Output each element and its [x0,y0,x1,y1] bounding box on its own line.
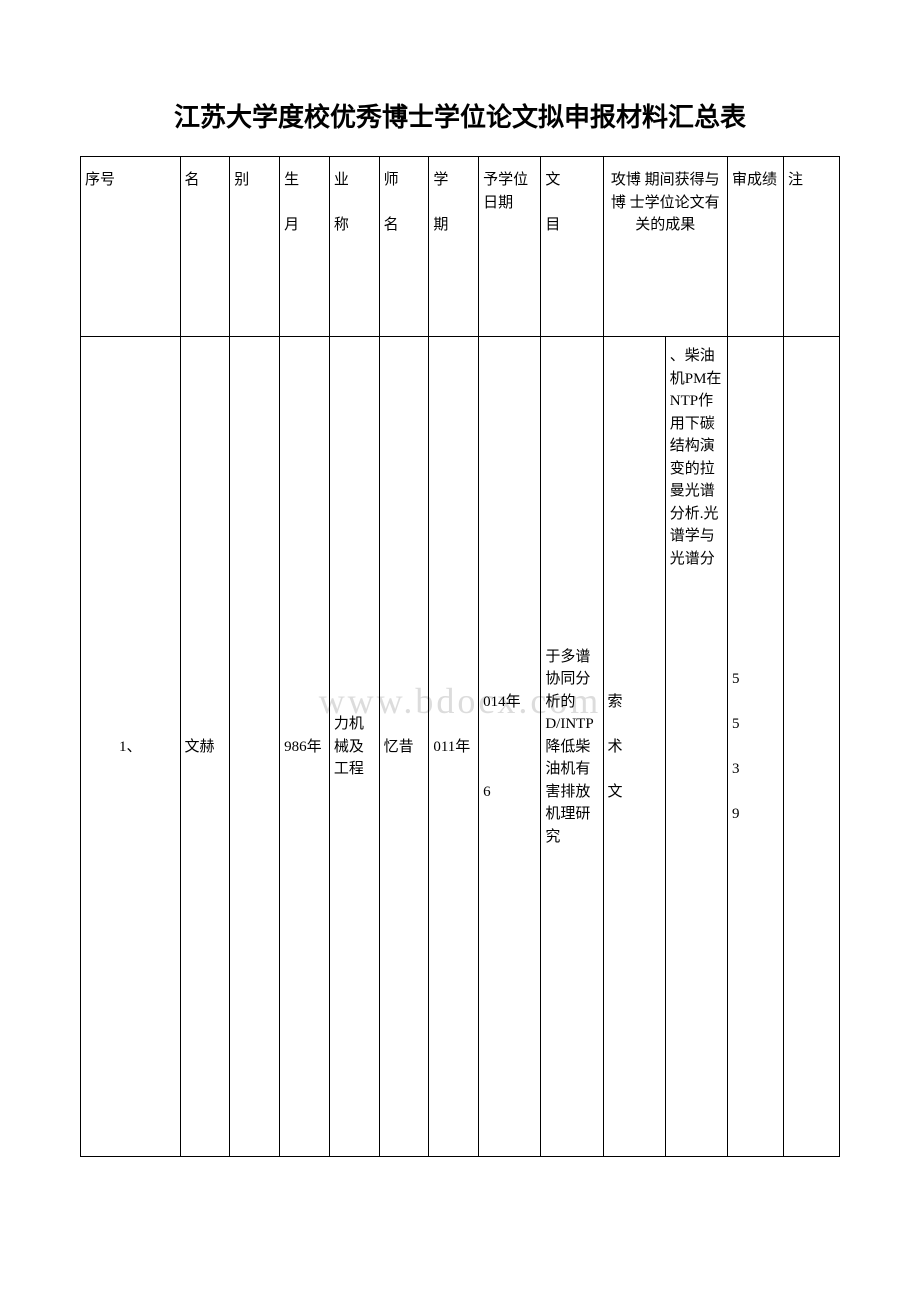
header-degree-date: 予学位日期 [479,157,541,337]
cell-score: 5 5 3 9 [727,337,783,1157]
header-enroll: 学 期 [429,157,479,337]
table-row: 1、 文赫 986年 力机械及工程 忆昔 011年 014年 6 于多谱协同分析… [81,337,840,1157]
summary-table: 序号 名 别 生 月 业 称 师 名 学 期 予学位日期 文 目 攻博 期间获得… [80,156,840,1157]
cell-name: 文赫 [180,337,230,1157]
table-header-row: 序号 名 别 生 月 业 称 师 名 学 期 予学位日期 文 目 攻博 期间获得… [81,157,840,337]
cell-degree-date: 014年 6 [479,337,541,1157]
header-note: 注 [783,157,839,337]
cell-thesis: 于多谱协同分析的D/INTP降低柴油机有害排放机理研究 [541,337,603,1157]
cell-result1: 索 术 文 [603,337,665,1157]
header-thesis: 文 目 [541,157,603,337]
cell-gender [230,337,280,1157]
cell-enroll: 011年 [429,337,479,1157]
header-gender: 别 [230,157,280,337]
cell-result2: 、柴油机PM在NTP作用下碳结构演变的拉曼光谱分析.光谱学与光谱分 [665,337,727,1157]
header-tutor: 师 名 [379,157,429,337]
header-birth: 生 月 [280,157,330,337]
cell-note [783,337,839,1157]
header-major: 业 称 [329,157,379,337]
header-seq: 序号 [81,157,181,337]
cell-birth: 986年 [280,337,330,1157]
page-title: 江苏大学度校优秀博士学位论文拟申报材料汇总表 [80,100,840,136]
cell-major: 力机械及工程 [329,337,379,1157]
header-name: 名 [180,157,230,337]
header-score: 审成绩 [727,157,783,337]
header-results: 攻博 期间获得与博 士学位论文有关的成果 [603,157,727,337]
cell-tutor: 忆昔 [379,337,429,1157]
cell-seq: 1、 [81,337,181,1157]
